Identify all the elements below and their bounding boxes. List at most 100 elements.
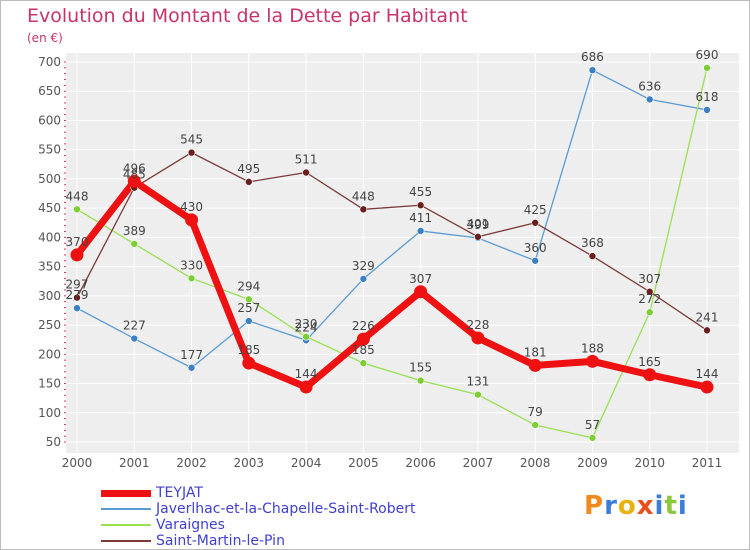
data-point: [356, 332, 370, 346]
x-tick-label: 2010: [634, 456, 665, 470]
data-point: [645, 95, 654, 104]
data-point: [703, 106, 711, 114]
data-point: [531, 256, 539, 265]
proxiti-logo: Proxiti: [584, 491, 688, 521]
data-label: 399: [466, 218, 489, 232]
data-label: 307: [409, 272, 432, 286]
data-label: 224: [295, 320, 318, 334]
data-point: [127, 174, 141, 188]
data-point: [299, 380, 313, 394]
data-point: [585, 354, 599, 368]
x-tick-label: 2004: [291, 456, 322, 470]
data-label: 177: [180, 348, 203, 362]
series-line: [76, 67, 708, 439]
x-tick-label: 2000: [62, 456, 93, 470]
data-point: [474, 233, 482, 241]
data-point: [130, 334, 139, 343]
y-tick-label: 50: [46, 435, 61, 449]
data-label: 272: [638, 292, 661, 306]
data-point: [414, 285, 428, 299]
x-tick-label: 2006: [405, 456, 436, 470]
y-tick-label: 100: [38, 406, 61, 420]
y-tick-label: 500: [38, 172, 61, 186]
data-point: [703, 64, 711, 72]
y-tick-label: 600: [38, 113, 61, 127]
data-point: [643, 368, 657, 382]
data-label: 448: [352, 189, 375, 203]
series-line: [76, 151, 708, 331]
data-point: [531, 421, 539, 429]
logo-letter: r: [604, 491, 618, 521]
data-point: [588, 252, 597, 260]
data-point: [73, 205, 81, 214]
data-label: 485: [123, 168, 146, 182]
data-label: 430: [180, 200, 203, 214]
data-label: 511: [295, 152, 318, 166]
legend-swatch: [101, 540, 151, 542]
data-point: [245, 317, 253, 325]
data-point: [416, 376, 425, 385]
data-point: [245, 295, 253, 304]
data-point: [187, 148, 196, 157]
data-label: 257: [237, 301, 260, 315]
x-tick-label: 2003: [234, 456, 265, 470]
x-tick-label: 2011: [692, 456, 723, 470]
data-label: 368: [581, 236, 604, 250]
data-label: 227: [123, 319, 146, 333]
data-label: 294: [237, 279, 260, 293]
x-tick-label: 2005: [348, 456, 379, 470]
logo-letter: i: [654, 491, 665, 521]
logo-letter: i: [677, 491, 688, 521]
legend-label: TEYJAT: [156, 485, 203, 501]
data-label: 297: [66, 278, 89, 292]
y-tick-label: 150: [38, 377, 61, 391]
data-label: 360: [524, 241, 547, 255]
data-label: 389: [123, 224, 146, 238]
data-point: [73, 304, 81, 312]
data-point: [645, 287, 654, 296]
legend-label: Javerlhac-et-la-Chapelle-Saint-Robert: [156, 501, 416, 517]
data-label: 686: [581, 50, 604, 64]
data-point: [187, 274, 196, 283]
data-point: [242, 356, 256, 370]
data-point: [416, 227, 425, 235]
data-point: [302, 332, 310, 341]
data-label: 618: [696, 90, 719, 104]
data-point: [73, 293, 81, 302]
legend-swatch: [101, 489, 151, 497]
data-point: [700, 380, 714, 394]
data-point: [416, 201, 425, 210]
data-point: [588, 434, 597, 442]
y-tick-label: 300: [38, 289, 61, 303]
data-label: 181: [524, 345, 547, 359]
x-tick-label: 2001: [119, 456, 150, 470]
data-point: [187, 363, 196, 372]
logo-letter: t: [664, 491, 678, 521]
data-label: 226: [352, 319, 375, 333]
data-label: 330: [180, 258, 203, 272]
data-point: [474, 390, 482, 399]
data-point: [359, 359, 368, 367]
data-point: [130, 240, 139, 248]
x-tick-label: 2007: [463, 456, 494, 470]
logo-letter: x: [636, 491, 655, 521]
data-label: 131: [466, 375, 489, 389]
logo-letter: P: [584, 491, 605, 521]
data-label: 411: [409, 211, 432, 225]
series-line: [76, 69, 708, 369]
chart-unit-label: (en €): [27, 31, 63, 45]
data-label: 230: [295, 317, 318, 331]
x-tick-label: 2009: [577, 456, 608, 470]
y-tick-label: 650: [38, 84, 61, 98]
y-tick-label: 700: [38, 55, 61, 69]
data-label: 155: [409, 361, 432, 375]
series-line: [73, 177, 711, 391]
data-label: 496: [123, 161, 146, 175]
data-label: 425: [524, 203, 547, 217]
data-point: [70, 248, 84, 262]
data-label: 448: [66, 189, 89, 203]
x-tick-label: 2008: [520, 456, 551, 470]
legend-label: Varaignes: [156, 517, 225, 533]
logo-letter: o: [617, 491, 637, 521]
data-label: 690: [696, 48, 719, 62]
